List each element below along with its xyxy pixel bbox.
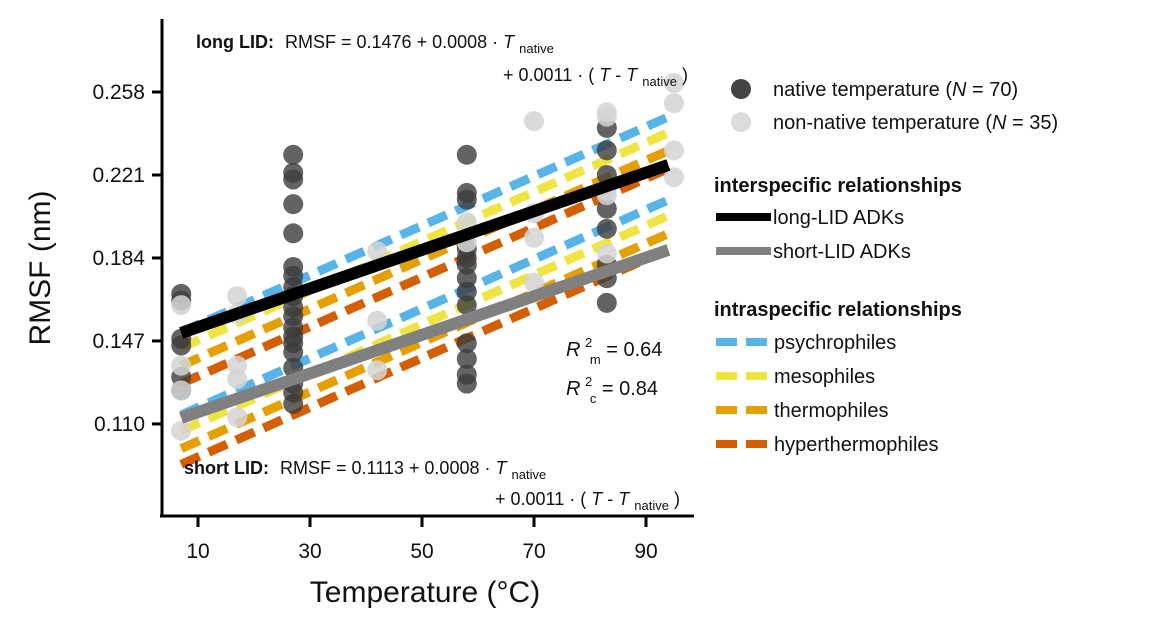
long-eq-prefix: long LID: (196, 32, 274, 52)
point-non-native (664, 140, 684, 161)
y-tick-label: 0.221 (92, 164, 145, 187)
point-non-native (367, 241, 388, 262)
y-ticks: 0.110 0.147 0.184 0.221 0.258 (92, 81, 162, 436)
y-axis-title: RMSF (nm) (24, 191, 57, 346)
short-lid-equation: short LID: RMSF = 0.1113 + 0.0008 · T na… (184, 458, 680, 514)
point-native (283, 223, 304, 244)
point-non-native (524, 111, 544, 132)
point-native (283, 393, 304, 414)
short-eq-prefix: short LID: (184, 458, 269, 478)
point-non-native (524, 272, 544, 293)
point-native (456, 373, 477, 394)
point-native (283, 169, 304, 190)
point-non-native (367, 360, 388, 381)
line-short-lid (179, 244, 671, 424)
point-native (283, 342, 304, 363)
point-native (171, 335, 192, 356)
line-long-lid (179, 159, 671, 339)
point-non-native (664, 73, 684, 94)
x-tick-label: 10 (186, 540, 209, 563)
legend-label-short-lid: short-LID ADKs (773, 241, 911, 263)
point-native (456, 144, 477, 165)
point-non-native (227, 407, 248, 428)
long-eq-line1: RMSF = 0.1476 + 0.0008 · (285, 32, 503, 52)
y-tick-label: 0.110 (94, 413, 145, 436)
legend-label-native: native temperature (N = 70) (773, 79, 1018, 101)
point-non-native (524, 227, 544, 248)
point-non-native (664, 93, 684, 114)
svg-text:short LID: RMSF = 0.1113: short LID: RMSF = 0.1113 + 0.0008 · T na… (184, 458, 546, 482)
x-tick-label: 50 (410, 540, 433, 563)
long-lid-equation: long LID: RMSF = 0.1476 + 0.0008 · T nat… (196, 32, 688, 90)
legend-title-interspecific: interspecific relationships (714, 175, 962, 197)
point-non-native (596, 243, 617, 264)
x-tick-label: 70 (522, 540, 545, 563)
x-tick-label: 30 (298, 540, 321, 563)
y-tick-label: 0.147 (92, 330, 145, 353)
legend-title-intraspecific: intraspecific relationships (714, 299, 962, 321)
legend-label-thermophiles: thermophiles (774, 400, 889, 422)
point-non-native (171, 420, 192, 441)
x-axis-title: Temperature (°C) (310, 576, 540, 609)
legend-label-psychrophiles: psychrophiles (774, 332, 896, 354)
short-eq-line1: RMSF = 0.1113 + 0.0008 · (280, 458, 495, 478)
y-tick-label: 0.184 (92, 247, 145, 270)
point-non-native (664, 167, 684, 188)
legend-label-hyperthermophiles: hyperthermophiles (774, 434, 939, 456)
interspecific-lines (179, 159, 671, 424)
point-native (596, 140, 617, 161)
svg-text:+ 0.0011 · ( T -: + 0.0011 · ( T - T native ) (495, 489, 680, 514)
y-tick-label: 0.258 (92, 81, 145, 104)
legend-label-mesophiles: mesophiles (774, 366, 875, 388)
r2-conditional: R 2 c = 0.84 (566, 369, 658, 408)
legend-label-long-lid: long-LID ADKs (773, 207, 904, 229)
point-non-native (171, 380, 192, 401)
point-native (456, 295, 477, 316)
intraspecific-lines (179, 110, 676, 469)
point-native (283, 144, 304, 165)
point-non-native (227, 286, 248, 307)
point-non-native (367, 310, 388, 331)
r2-marginal: R 2 m = 0.64 (566, 330, 662, 369)
point-native (596, 218, 617, 239)
svg-text:long LID: RMSF = 0.1476: long LID: RMSF = 0.1476 + 0.0008 · T nat… (196, 32, 554, 56)
point-native (456, 333, 477, 354)
legend: native temperature (N = 70) non-native t… (714, 79, 1058, 456)
point-native (456, 348, 477, 369)
intraspecific-line-mesophiles-long (179, 126, 676, 352)
legend-label-non-native: non-native temperature (N = 35) (773, 112, 1058, 134)
svg-text:+ 0.0011 · ( T -: + 0.0011 · ( T - T native ) (503, 65, 688, 90)
point-native (596, 292, 617, 313)
point-non-native (596, 106, 617, 127)
legend-marker-native (731, 79, 751, 99)
x-tick-label: 90 (634, 540, 657, 563)
legend-marker-non-native (731, 112, 751, 132)
point-non-native (171, 295, 192, 316)
point-native (283, 194, 304, 215)
point-non-native (171, 355, 192, 376)
x-ticks: 10 30 50 70 90 (186, 516, 658, 563)
point-native (456, 189, 477, 210)
point-non-native (227, 369, 248, 390)
